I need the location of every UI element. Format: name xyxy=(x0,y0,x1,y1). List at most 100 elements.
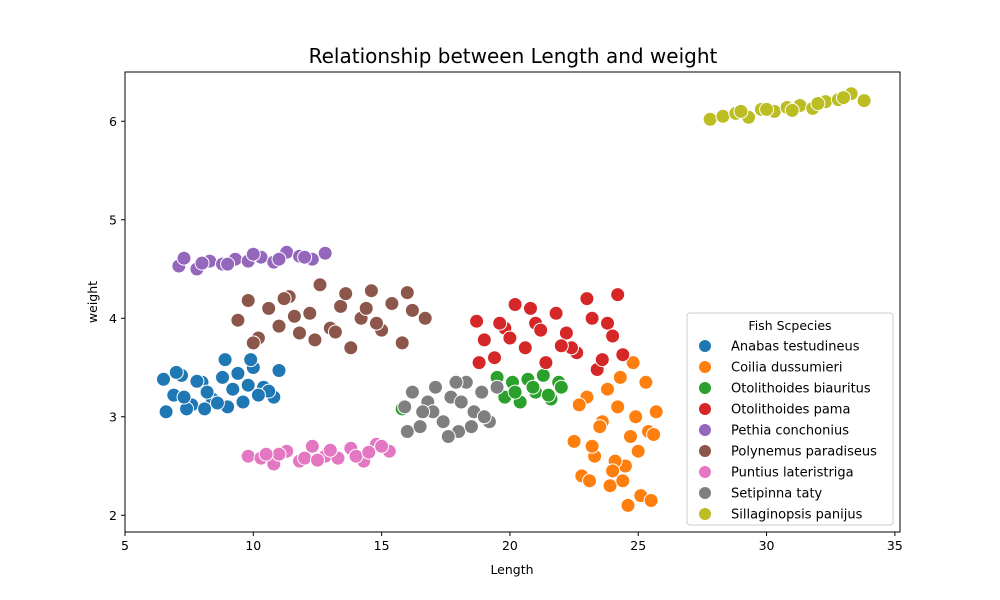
x-tick-label: 25 xyxy=(630,538,646,553)
point-pethia-conchonius xyxy=(271,251,287,267)
point-setipinna-taty xyxy=(412,419,428,435)
legend-entry-anabas-testudineus: Anabas testudineus xyxy=(698,339,860,355)
point-anabas-testudineus xyxy=(225,381,241,397)
point-otolithoides-biauritus xyxy=(507,384,523,400)
legend-marker xyxy=(698,507,712,521)
y-tick-label: 4 xyxy=(109,311,117,326)
point-otolithoides-pama xyxy=(553,338,569,354)
legend-marker xyxy=(698,339,712,353)
point-sillaginopsis-panijus xyxy=(715,108,731,124)
point-polynemus-paradiseus xyxy=(261,300,277,316)
point-coilia-dussumieri xyxy=(643,493,659,508)
point-setipinna-taty xyxy=(415,404,431,420)
point-anabas-testudineus xyxy=(240,377,256,393)
point-coilia-dussumieri xyxy=(592,419,608,435)
point-setipinna-taty xyxy=(463,419,479,435)
point-otolithoides-pama xyxy=(605,328,621,344)
point-setipinna-taty xyxy=(435,414,451,430)
legend-marker xyxy=(698,423,712,437)
point-polynemus-paradiseus xyxy=(230,312,246,328)
point-polynemus-paradiseus xyxy=(276,291,292,307)
point-pethia-conchonius xyxy=(317,245,333,261)
point-coilia-dussumieri xyxy=(610,399,626,415)
point-coilia-dussumieri xyxy=(623,429,638,444)
legend-label: Otolithoides biauritus xyxy=(731,382,871,397)
y-tick-label: 5 xyxy=(109,212,117,227)
point-polynemus-paradiseus xyxy=(343,340,359,356)
point-sillaginopsis-panijus xyxy=(784,102,800,118)
series-polynemus-paradiseus xyxy=(230,277,433,356)
point-coilia-dussumieri xyxy=(628,409,644,425)
legend-label: Puntius lateristriga xyxy=(731,466,854,481)
x-tick-label: 20 xyxy=(502,538,518,553)
x-tick-label: 15 xyxy=(374,538,390,553)
legend-entry-otolithoides-pama: Otolithoides pama xyxy=(698,402,850,418)
point-polynemus-paradiseus xyxy=(394,335,410,351)
series-coilia-dussumieri xyxy=(566,355,664,513)
point-polynemus-paradiseus xyxy=(404,302,420,318)
point-sillaginopsis-panijus xyxy=(733,103,749,119)
point-polynemus-paradiseus xyxy=(338,286,354,302)
point-otolithoides-pama xyxy=(507,297,523,312)
point-setipinna-taty xyxy=(474,384,490,400)
legend-entry-coilia-dussumieri: Coilia dussumieri xyxy=(698,360,842,376)
point-otolithoides-pama xyxy=(548,305,564,321)
point-setipinna-taty xyxy=(453,394,469,410)
y-tick-label: 6 xyxy=(109,114,117,129)
legend-marker xyxy=(698,402,712,416)
legend: Fish Scpecies Anabas testudineus Coilia d… xyxy=(686,312,894,526)
legend-marker xyxy=(698,444,712,458)
point-sillaginopsis-panijus xyxy=(836,90,851,106)
legend-label: Pethia conchonius xyxy=(731,424,849,439)
point-polynemus-paradiseus xyxy=(363,283,379,299)
point-coilia-dussumieri xyxy=(600,381,615,397)
point-coilia-dussumieri xyxy=(584,438,600,454)
point-otolithoides-pama xyxy=(600,315,615,331)
point-sillaginopsis-panijus xyxy=(759,101,775,117)
point-coilia-dussumieri xyxy=(612,369,628,385)
point-coilia-dussumieri xyxy=(648,404,664,420)
point-sillaginopsis-panijus xyxy=(856,93,872,109)
point-anabas-testudineus xyxy=(158,404,174,420)
legend-label: Coilia dussumieri xyxy=(731,361,842,376)
legend-marker xyxy=(698,465,712,479)
legend-label: Otolithoides pama xyxy=(731,403,850,418)
point-polynemus-paradiseus xyxy=(286,308,302,324)
point-puntius-lateristriga xyxy=(310,452,325,468)
series-sillaginopsis-panijus xyxy=(702,86,872,127)
legend-marker xyxy=(698,381,712,395)
point-puntius-lateristriga xyxy=(271,446,287,462)
point-pethia-conchonius xyxy=(220,256,236,272)
point-anabas-testudineus xyxy=(168,364,184,380)
point-anabas-testudineus xyxy=(176,389,192,405)
point-anabas-testudineus xyxy=(189,373,205,389)
point-polynemus-paradiseus xyxy=(312,277,328,293)
x-tick-label: 30 xyxy=(759,538,775,553)
point-pethia-conchonius xyxy=(297,249,313,265)
point-setipinna-taty xyxy=(428,379,443,395)
legend-entry-puntius-lateristriga: Puntius lateristriga xyxy=(698,465,854,481)
point-polynemus-paradiseus xyxy=(307,332,323,348)
data-points xyxy=(156,86,872,513)
legend-label: Setipinna taty xyxy=(731,487,823,502)
point-otolithoides-pama xyxy=(584,310,600,326)
point-otolithoides-pama xyxy=(533,322,549,338)
x-tick-label: 35 xyxy=(887,538,903,553)
point-puntius-lateristriga xyxy=(348,448,364,464)
series-anabas-testudineus xyxy=(156,352,287,420)
point-anabas-testudineus xyxy=(243,352,259,368)
point-pethia-conchonius xyxy=(176,250,192,266)
point-coilia-dussumieri xyxy=(625,355,641,371)
legend-box xyxy=(686,312,894,526)
point-polynemus-paradiseus xyxy=(399,285,415,301)
point-polynemus-paradiseus xyxy=(245,335,261,351)
point-puntius-lateristriga xyxy=(374,438,390,454)
point-otolithoides-pama xyxy=(502,330,518,346)
point-polynemus-paradiseus xyxy=(333,298,349,314)
series-puntius-lateristriga xyxy=(240,436,397,472)
point-otolithoides-pama xyxy=(538,355,554,371)
x-tick-label: 5 xyxy=(121,538,129,553)
point-polynemus-paradiseus xyxy=(292,325,307,341)
point-anabas-testudineus xyxy=(250,387,266,403)
